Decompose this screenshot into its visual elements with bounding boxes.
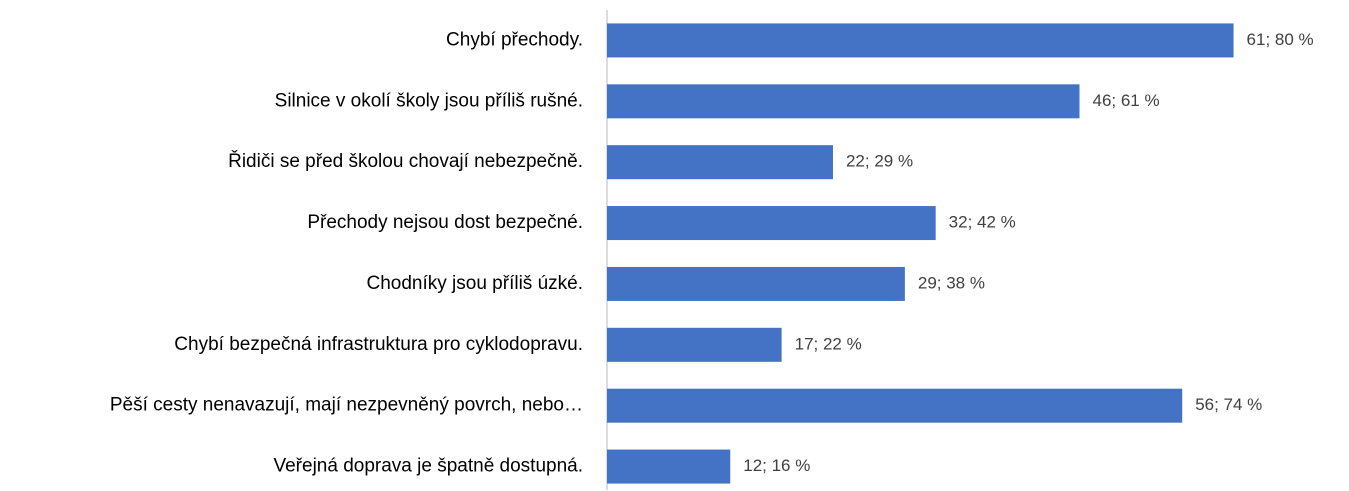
data-label: 61; 80 % <box>1247 30 1314 49</box>
y-tick-label: Chybí bezpečná infrastruktura pro cyklod… <box>174 334 583 355</box>
y-tick-label: Přechody nejsou dost bezpečné. <box>307 212 583 233</box>
bar <box>607 145 833 180</box>
data-label: 29; 38 % <box>918 273 985 292</box>
bar <box>607 266 905 301</box>
data-label: 12; 16 % <box>743 456 810 475</box>
data-label: 32; 42 % <box>949 213 1016 232</box>
bar <box>607 206 936 241</box>
data-label: 46; 61 % <box>1092 91 1159 110</box>
data-label: 56; 74 % <box>1195 395 1262 414</box>
bar <box>607 388 1183 423</box>
y-tick-label: Řidiči se před školou chovají nebezpečně… <box>228 150 583 172</box>
data-label: 22; 29 % <box>846 152 913 171</box>
y-tick-label: Chodníky jsou příliš úzké. <box>367 273 584 294</box>
y-tick-label: Chybí přechody. <box>446 29 583 50</box>
y-tick-label: Silnice v okolí školy jsou příliš rušné. <box>275 90 583 111</box>
bar <box>607 23 1234 58</box>
bar <box>607 449 731 484</box>
data-label: 17; 22 % <box>795 334 862 353</box>
y-tick-label: Pěší cesty nenavazují, mají nezpevněný p… <box>110 395 583 416</box>
bar <box>607 84 1080 119</box>
bar <box>607 327 782 362</box>
y-tick-label: Veřejná doprava je špatně dostupná. <box>273 456 583 477</box>
